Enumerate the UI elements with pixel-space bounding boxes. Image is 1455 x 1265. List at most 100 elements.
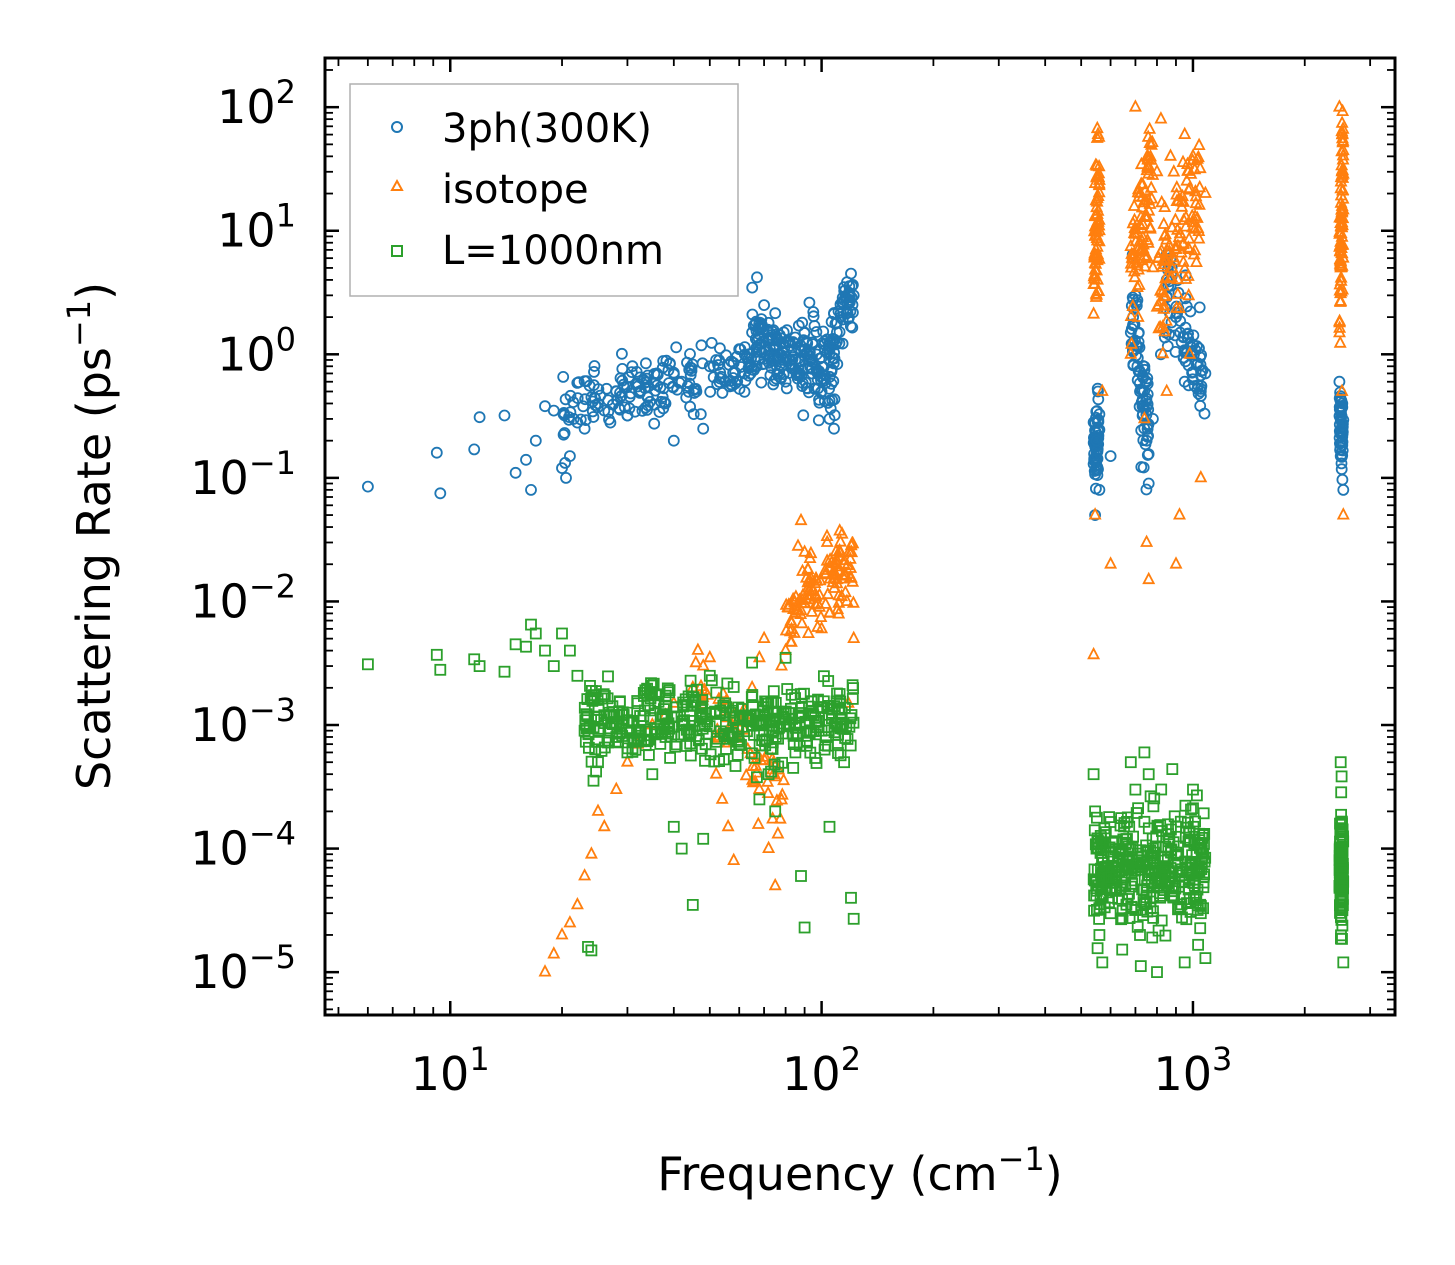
point-3ph — [468, 443, 481, 456]
point-isotope — [798, 595, 812, 609]
point-3ph — [681, 356, 693, 369]
point-boundary — [1110, 864, 1122, 877]
point-isotope — [757, 630, 771, 643]
point-boundary — [1116, 836, 1129, 849]
point-boundary — [787, 762, 800, 774]
point-boundary — [1129, 864, 1141, 877]
point-isotope — [1126, 298, 1140, 312]
point-3ph — [525, 483, 537, 496]
point-3ph — [753, 322, 766, 335]
point-isotope — [1155, 259, 1169, 272]
point-isotope — [821, 586, 835, 600]
point-3ph — [683, 363, 696, 376]
y-tick-label: 10−4 — [190, 815, 296, 876]
point-boundary — [1115, 913, 1127, 926]
point-isotope — [801, 625, 815, 638]
point-isotope — [1333, 335, 1347, 348]
point-isotope — [1335, 205, 1349, 218]
point-isotope — [1146, 167, 1160, 180]
point-3ph — [659, 397, 672, 410]
x-tick-label: 102 — [782, 1040, 861, 1101]
point-boundary — [598, 709, 611, 722]
x-axis-title: Frequency (cm−1) — [657, 1140, 1062, 1201]
point-isotope — [1128, 99, 1142, 112]
point-3ph — [1336, 428, 1349, 441]
point-boundary — [1138, 815, 1151, 828]
point-boundary — [745, 691, 758, 703]
point-boundary — [1336, 904, 1349, 917]
point-isotope — [1144, 152, 1158, 165]
point-3ph — [648, 417, 661, 430]
point-boundary — [1162, 835, 1175, 848]
point-boundary — [652, 695, 665, 708]
point-boundary — [1132, 802, 1144, 815]
point-boundary — [1148, 792, 1161, 805]
point-isotope — [1165, 260, 1179, 273]
legend-marker-boundary — [391, 245, 403, 257]
point-isotope — [805, 604, 819, 617]
point-3ph — [750, 345, 763, 358]
point-boundary — [703, 669, 716, 682]
point-boundary — [1116, 912, 1129, 925]
point-3ph — [769, 307, 782, 320]
point-3ph — [547, 404, 560, 417]
point-3ph — [1335, 402, 1348, 415]
point-isotope — [1160, 383, 1174, 396]
y-tick-label: 10−3 — [190, 691, 296, 752]
point-isotope — [1130, 255, 1144, 268]
point-boundary — [579, 735, 592, 748]
point-boundary — [845, 891, 857, 904]
point-3ph — [610, 385, 623, 398]
point-3ph — [825, 365, 838, 378]
point-isotope — [846, 574, 860, 587]
point-3ph — [1134, 385, 1146, 398]
point-isotope — [1194, 469, 1208, 483]
point-isotope — [1155, 194, 1169, 208]
point-boundary — [1137, 856, 1149, 869]
point-3ph — [727, 357, 740, 369]
y-tick-label: 10−1 — [190, 444, 296, 505]
y-axis-title: Scattering Rate (ps−1) — [60, 282, 121, 790]
point-boundary — [1196, 857, 1208, 869]
point-isotope — [801, 561, 815, 574]
point-isotope — [796, 563, 809, 576]
point-boundary — [1147, 891, 1159, 904]
point-3ph — [670, 341, 683, 354]
point-isotope — [1156, 253, 1170, 266]
point-isotope — [827, 580, 841, 593]
point-3ph — [807, 310, 820, 323]
point-boundary — [769, 805, 782, 818]
point-isotope — [727, 852, 741, 865]
point-isotope — [709, 766, 723, 779]
point-3ph — [617, 378, 630, 391]
point-isotope — [1088, 507, 1102, 520]
point-3ph — [572, 376, 585, 389]
point-isotope — [1158, 228, 1171, 241]
point-isotope — [1128, 220, 1142, 234]
point-boundary — [1124, 843, 1137, 856]
point-isotope — [1192, 231, 1206, 244]
point-boundary — [434, 663, 447, 676]
point-3ph — [567, 412, 580, 425]
point-3ph — [1132, 327, 1145, 340]
point-boundary — [1172, 848, 1185, 861]
point-isotope — [1184, 166, 1198, 179]
point-3ph — [828, 422, 840, 435]
point-3ph — [614, 403, 626, 416]
point-boundary — [1170, 820, 1182, 833]
point-isotope — [1157, 301, 1171, 314]
point-isotope — [1335, 167, 1349, 180]
point-3ph — [847, 289, 860, 302]
point-3ph — [587, 411, 600, 423]
point-isotope — [555, 927, 569, 940]
point-boundary — [1115, 812, 1127, 824]
point-isotope — [752, 781, 766, 794]
point-3ph — [1137, 461, 1150, 474]
point-boundary — [1094, 830, 1107, 842]
point-boundary — [727, 681, 740, 693]
point-boundary — [1088, 863, 1101, 876]
point-3ph — [792, 319, 805, 332]
point-isotope — [1089, 192, 1103, 206]
point-isotope — [1180, 173, 1194, 186]
point-boundary — [1191, 899, 1204, 912]
